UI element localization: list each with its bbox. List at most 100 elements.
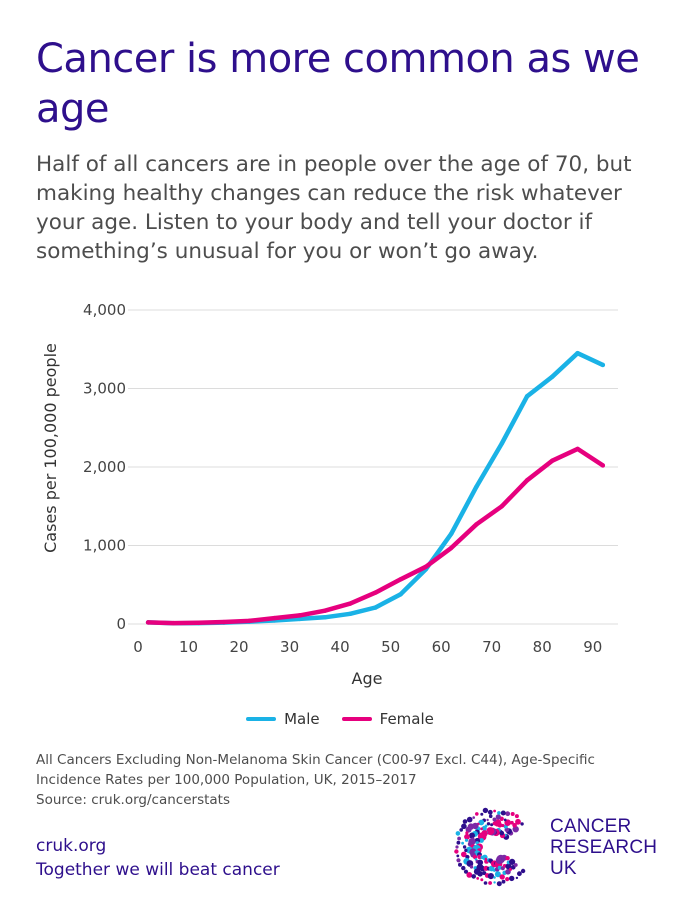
data-point-female [297, 613, 302, 618]
logo-dot [487, 873, 494, 880]
x-tick-label: 10 [179, 638, 198, 656]
logo-dot [464, 838, 469, 842]
logo-text-line: CANCER [550, 816, 632, 837]
data-point-female [423, 564, 429, 569]
legend-item-male: Male [246, 710, 320, 728]
data-point-male [297, 616, 302, 622]
data-point-female [171, 620, 176, 626]
x-tick-label: 0 [133, 638, 143, 656]
logo-dot [472, 854, 478, 860]
page-subtitle: Half of all cancers are in people over t… [36, 152, 632, 264]
data-point-female [373, 590, 378, 595]
data-point-female [196, 620, 201, 626]
logo-dot [459, 828, 463, 832]
logo-dot [462, 845, 467, 849]
logo-dot [488, 814, 493, 818]
data-point-male [449, 531, 454, 536]
data-point-female [550, 458, 555, 463]
logo-dot [510, 820, 514, 825]
chart-legend: Male Female [0, 707, 680, 731]
logo-dot [500, 810, 506, 816]
logo-dot [515, 818, 521, 825]
logo-dot [512, 823, 517, 828]
logo-dot [510, 812, 515, 816]
legend-swatch-female [341, 717, 372, 721]
data-point-female [524, 478, 530, 483]
logo-dot [505, 856, 510, 861]
logo-dot [469, 832, 475, 839]
logo-dot [480, 827, 483, 831]
data-point-male [550, 374, 555, 379]
data-point-female [246, 618, 252, 624]
logo-dot [462, 819, 468, 824]
logo-dot [486, 822, 491, 826]
line-chart: 0 1,000 2,000 3,000 4,000 0 10 20 30 40 50 60 70 80 9… [41, 301, 618, 688]
logo-dot [487, 809, 493, 815]
logo-dot [520, 868, 526, 874]
y-tick-label: 0 [116, 615, 126, 633]
logo-dot [465, 826, 472, 833]
logo-wordmark: CANCER RESEARCH UK [550, 816, 657, 879]
logo-dot [492, 821, 497, 826]
logo-dot [466, 816, 473, 823]
logo-dot [486, 818, 489, 822]
y-tick-label: 3,000 [83, 380, 126, 398]
source-line: Source: cruk.org/cancerstats [36, 792, 230, 808]
logo-dot [464, 833, 470, 840]
logo-dots-icon [454, 807, 526, 887]
data-point-female [145, 620, 151, 625]
logo-dot [495, 814, 501, 820]
footnote-line: Incidence Rates per 100,000 Population, … [36, 772, 417, 788]
logo-dot [477, 859, 484, 866]
logo-dot [478, 819, 485, 826]
data-point-female [348, 601, 353, 606]
logo-dot [477, 871, 483, 877]
data-point-female [474, 522, 479, 527]
data-point-female [398, 577, 403, 582]
logo-dot [481, 825, 487, 831]
data-point-male [373, 605, 378, 610]
logo-dot [520, 822, 524, 826]
logo-dot [472, 816, 475, 819]
logo-dot [456, 858, 461, 863]
x-tick-label: 50 [381, 638, 400, 656]
logo-dot [482, 871, 487, 876]
x-tick-label: 30 [280, 638, 299, 656]
logo-dot [464, 848, 468, 853]
x-tick-label: 90 [583, 638, 602, 656]
data-point-female [322, 608, 328, 613]
x-tick-label: 80 [533, 638, 552, 656]
logo-dot [479, 838, 484, 843]
logo-dot [461, 841, 464, 845]
logo-dot [466, 872, 473, 878]
logo-dot [514, 814, 519, 819]
data-point-female [575, 446, 580, 452]
logo-dot [456, 854, 460, 858]
logo-dot [488, 881, 492, 885]
page-title: Cancer is more common as we age [36, 36, 640, 132]
logo-dot [512, 826, 519, 833]
y-axis-label: Cases per 100,000 people [41, 343, 60, 553]
x-tick-label: 60 [432, 638, 451, 656]
logo-text-line: UK [550, 858, 577, 879]
logo-dot [493, 876, 496, 879]
data-point-male [499, 441, 504, 446]
data-point-male [600, 362, 606, 368]
legend-label-male: Male [284, 710, 320, 728]
logo-dot [508, 867, 513, 871]
x-tick-label: 40 [331, 638, 350, 656]
x-axis-ticks: 0 10 20 30 40 50 60 70 80 90 [133, 638, 602, 656]
data-point-female [221, 619, 227, 625]
logo-dot [496, 881, 502, 887]
logo-dot [469, 865, 474, 869]
logo-dot [509, 875, 515, 882]
logo-dot [454, 849, 459, 854]
cruk-url-link[interactable]: cruk.org [36, 836, 107, 856]
logo-dot [515, 876, 519, 880]
logo-dot [475, 812, 479, 816]
legend-swatch-male [246, 717, 277, 721]
logo-dot [456, 840, 461, 845]
logo-dot [455, 845, 459, 849]
logo-dot [461, 823, 467, 830]
data-point-male [474, 484, 479, 489]
